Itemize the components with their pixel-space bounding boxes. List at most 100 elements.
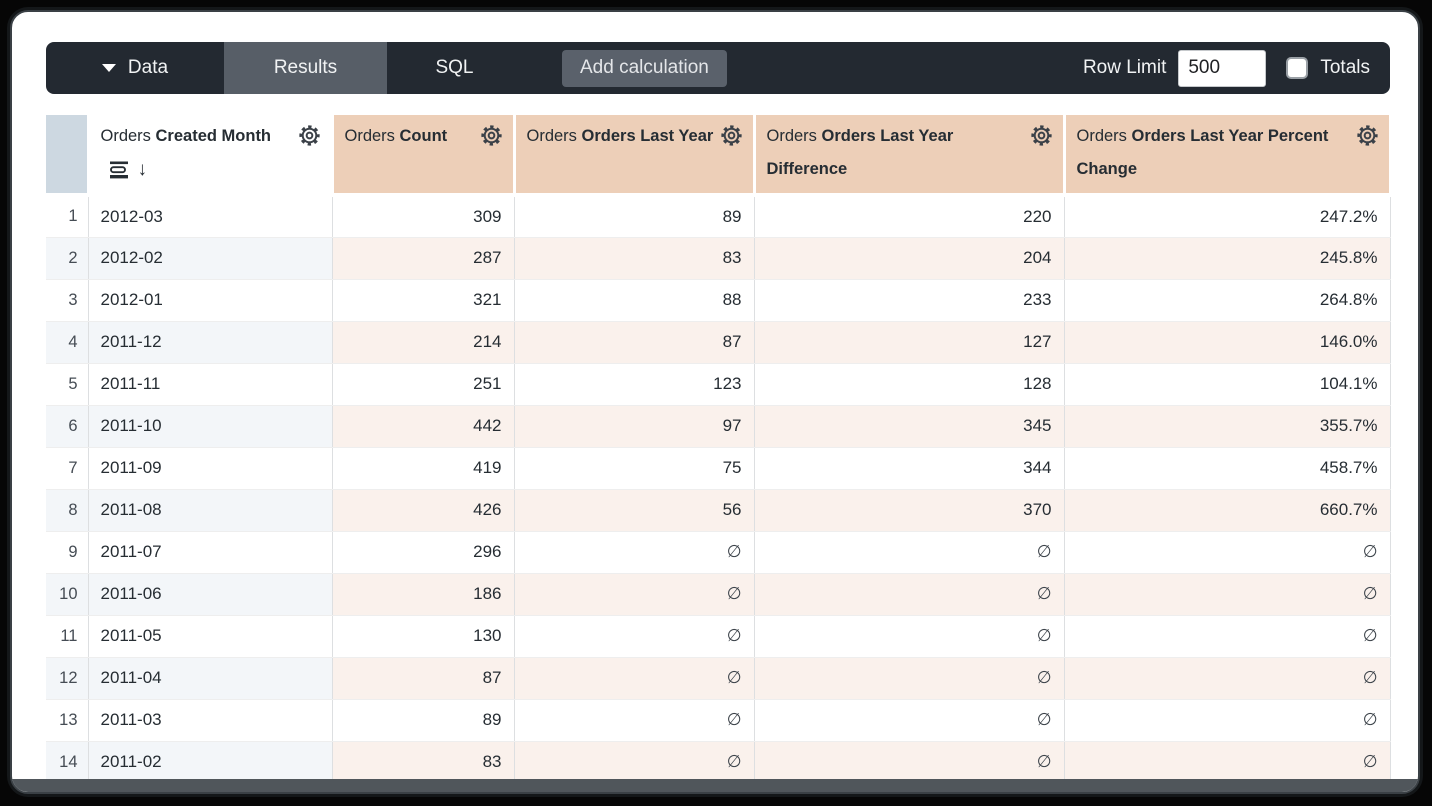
cell-null-value[interactable]: ∅ bbox=[754, 615, 1065, 658]
cell-value[interactable]: 660.7% bbox=[1064, 489, 1391, 532]
table-row: 6 2011-10 442 97 345 355.7% bbox=[46, 405, 1391, 448]
cell-null-value[interactable]: ∅ bbox=[754, 573, 1065, 616]
cell-value[interactable]: 442 bbox=[332, 405, 515, 448]
cell-null-value[interactable]: ∅ bbox=[754, 531, 1065, 574]
cell-value[interactable]: 233 bbox=[754, 279, 1065, 322]
cell-created-month[interactable]: 2011-07 bbox=[88, 531, 333, 574]
cell-value[interactable]: 87 bbox=[332, 657, 515, 700]
table-row: 8 2011-08 426 56 370 660.7% bbox=[46, 489, 1391, 532]
cell-value[interactable]: 75 bbox=[514, 447, 755, 490]
cell-value[interactable]: 204 bbox=[754, 237, 1065, 280]
cell-value[interactable]: 296 bbox=[332, 531, 515, 574]
cell-created-month[interactable]: 2011-12 bbox=[88, 321, 333, 364]
totals-checkbox[interactable] bbox=[1286, 57, 1309, 79]
row-limit-label: Row Limit bbox=[1082, 57, 1167, 78]
cell-value[interactable]: 247.2% bbox=[1064, 195, 1391, 238]
table-row: 7 2011-09 419 75 344 458.7% bbox=[46, 447, 1391, 490]
cell-created-month[interactable]: 2012-01 bbox=[88, 279, 333, 322]
cell-value[interactable]: 214 bbox=[332, 321, 515, 364]
cell-created-month[interactable]: 2011-10 bbox=[88, 405, 333, 448]
cell-value[interactable]: 127 bbox=[754, 321, 1065, 364]
cell-null-value[interactable]: ∅ bbox=[754, 699, 1065, 742]
tab-sql-label: SQL bbox=[435, 57, 474, 78]
gear-icon[interactable] bbox=[1356, 124, 1379, 147]
cell-null-value[interactable]: ∅ bbox=[514, 699, 755, 742]
cell-created-month[interactable]: 2011-08 bbox=[88, 489, 333, 532]
table-row: 12 2011-04 87 ∅ ∅ ∅ bbox=[46, 657, 1391, 700]
cell-null-value[interactable]: ∅ bbox=[514, 531, 755, 574]
cell-null-value[interactable]: ∅ bbox=[514, 573, 755, 616]
cell-value[interactable]: 287 bbox=[332, 237, 515, 280]
cell-value[interactable]: 345 bbox=[754, 405, 1065, 448]
cell-created-month[interactable]: 2011-06 bbox=[88, 573, 333, 616]
cell-value[interactable]: 458.7% bbox=[1064, 447, 1391, 490]
row-number: 3 bbox=[46, 279, 89, 322]
cell-value[interactable]: 220 bbox=[754, 195, 1065, 238]
cell-null-value[interactable]: ∅ bbox=[514, 615, 755, 658]
cell-value[interactable]: 251 bbox=[332, 363, 515, 406]
row-limit-input[interactable] bbox=[1178, 49, 1267, 87]
cell-value[interactable]: 89 bbox=[332, 699, 515, 742]
cell-created-month[interactable]: 2012-03 bbox=[88, 195, 333, 238]
column-header-count[interactable]: Orders Count bbox=[332, 115, 516, 197]
cell-value[interactable]: 245.8% bbox=[1064, 237, 1391, 280]
cell-value[interactable]: 88 bbox=[514, 279, 755, 322]
cell-value[interactable]: 128 bbox=[754, 363, 1065, 406]
toolbar: Data Results SQL Add calculation Row Lim… bbox=[46, 42, 1390, 94]
cell-value[interactable]: 370 bbox=[754, 489, 1065, 532]
cell-null-value[interactable]: ∅ bbox=[1064, 615, 1391, 658]
tab-results[interactable]: Results bbox=[224, 42, 387, 94]
cell-null-value[interactable]: ∅ bbox=[754, 741, 1065, 784]
cell-value[interactable]: 130 bbox=[332, 615, 515, 658]
cell-created-month[interactable]: 2011-11 bbox=[88, 363, 333, 406]
cell-value[interactable]: 83 bbox=[514, 237, 755, 280]
column-header-created-month[interactable]: Orders Created Month ↓ bbox=[88, 115, 334, 197]
cell-value[interactable]: 56 bbox=[514, 489, 755, 532]
cell-value[interactable]: 97 bbox=[514, 405, 755, 448]
tab-data[interactable]: Data bbox=[46, 42, 224, 94]
cell-null-value[interactable]: ∅ bbox=[1064, 657, 1391, 700]
cell-created-month[interactable]: 2011-09 bbox=[88, 447, 333, 490]
cell-created-month[interactable]: 2011-03 bbox=[88, 699, 333, 742]
column-header-orders-last-year[interactable]: Orders Orders Last Year bbox=[514, 115, 756, 197]
cell-created-month[interactable]: 2011-02 bbox=[88, 741, 333, 784]
row-number: 11 bbox=[46, 615, 89, 658]
cell-value[interactable]: 426 bbox=[332, 489, 515, 532]
cell-null-value[interactable]: ∅ bbox=[754, 657, 1065, 700]
cell-created-month[interactable]: 2011-05 bbox=[88, 615, 333, 658]
cell-created-month[interactable]: 2011-04 bbox=[88, 657, 333, 700]
cell-null-value[interactable]: ∅ bbox=[1064, 573, 1391, 616]
gear-icon[interactable] bbox=[480, 124, 503, 147]
column-header-orders-last-year-percent-change[interactable]: Orders Orders Last Year Percent Change bbox=[1064, 115, 1392, 197]
cell-value[interactable]: 186 bbox=[332, 573, 515, 616]
sort-descending-icon: ↓ bbox=[137, 159, 148, 180]
cell-value[interactable]: 146.0% bbox=[1064, 321, 1391, 364]
gear-icon[interactable] bbox=[298, 124, 321, 147]
cell-null-value[interactable]: ∅ bbox=[1064, 699, 1391, 742]
cell-value[interactable]: 104.1% bbox=[1064, 363, 1391, 406]
gear-icon[interactable] bbox=[720, 124, 743, 147]
cell-null-value[interactable]: ∅ bbox=[1064, 741, 1391, 784]
cell-value[interactable]: 344 bbox=[754, 447, 1065, 490]
tab-sql[interactable]: SQL bbox=[387, 42, 522, 94]
cell-null-value[interactable]: ∅ bbox=[514, 657, 755, 700]
cell-created-month[interactable]: 2012-02 bbox=[88, 237, 333, 280]
column-header-orders-last-year-difference[interactable]: Orders Orders Last Year Difference bbox=[754, 115, 1066, 197]
cell-value[interactable]: 89 bbox=[514, 195, 755, 238]
cell-value[interactable]: 309 bbox=[332, 195, 515, 238]
cell-value[interactable]: 419 bbox=[332, 447, 515, 490]
cell-null-value[interactable]: ∅ bbox=[1064, 531, 1391, 574]
cell-value[interactable]: 321 bbox=[332, 279, 515, 322]
horizontal-scrollbar[interactable] bbox=[12, 779, 1418, 792]
totals-label: Totals bbox=[1320, 57, 1370, 78]
add-calculation-button[interactable]: Add calculation bbox=[562, 49, 727, 87]
cell-value[interactable]: 264.8% bbox=[1064, 279, 1391, 322]
cell-value[interactable]: 123 bbox=[514, 363, 755, 406]
cell-value[interactable]: 87 bbox=[514, 321, 755, 364]
gear-icon[interactable] bbox=[1030, 124, 1053, 147]
row-number: 12 bbox=[46, 657, 89, 700]
row-number: 7 bbox=[46, 447, 89, 490]
cell-value[interactable]: 355.7% bbox=[1064, 405, 1391, 448]
cell-null-value[interactable]: ∅ bbox=[514, 741, 755, 784]
cell-value[interactable]: 83 bbox=[332, 741, 515, 784]
